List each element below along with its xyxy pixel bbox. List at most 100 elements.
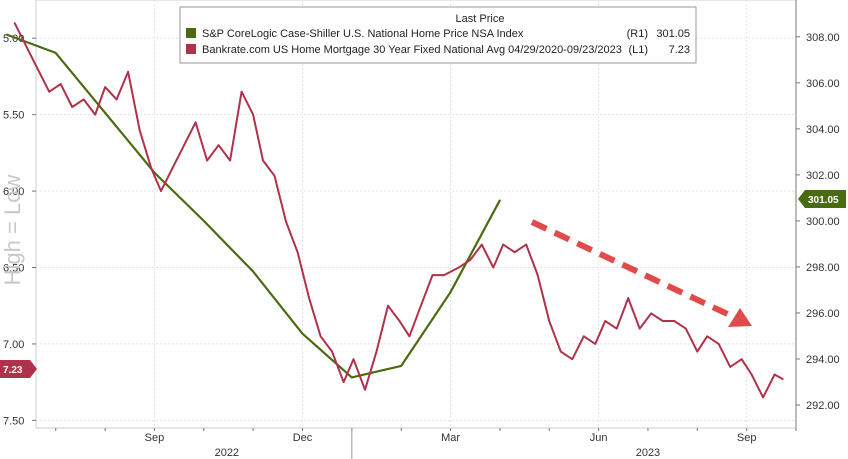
last-value-badge-right-shape	[798, 190, 846, 208]
right-tick-label: 292.00	[806, 400, 840, 412]
left-tick-label: 7.00	[3, 339, 24, 351]
right-tick-label: 300.00	[806, 216, 840, 228]
series-point-mortgage-rate	[71, 106, 73, 108]
series-point-mortgage-rate	[342, 381, 345, 383]
series-point-mortgage-rate	[548, 320, 550, 322]
series-point-mortgage-rate	[431, 274, 434, 276]
trend-arrow-shaft	[530, 219, 738, 321]
series-layer	[5, 22, 784, 399]
left-tick-label: 6.00	[3, 186, 24, 198]
series-point-mortgage-rate	[206, 159, 208, 162]
legend-label-case-shiller: S&P CoreLogic Case-Shiller U.S. National…	[202, 28, 524, 40]
series-point-mortgage-rate	[502, 243, 505, 246]
series-point-mortgage-rate	[662, 320, 664, 322]
series-point-case-shiller	[351, 376, 353, 379]
series-point-mortgage-rate	[13, 22, 16, 24]
series-point-mortgage-rate	[94, 113, 96, 116]
series-point-mortgage-rate	[48, 90, 50, 93]
last-value-badge-left-shape	[0, 360, 37, 378]
x-tick-label: Dec	[293, 432, 313, 444]
series-point-mortgage-rate	[82, 98, 85, 101]
series-line-mortgage-rate	[13, 22, 784, 399]
series-point-mortgage-rate	[492, 266, 495, 269]
x-axis: Sep Dec Mar Jun Sep 2022 2023	[55, 428, 797, 459]
right-tick-label: 308.00	[806, 32, 840, 44]
legend-title: Last Price	[456, 13, 505, 25]
series-point-mortgage-rate	[115, 98, 118, 101]
legend-swatch-case-shiller	[186, 28, 196, 38]
series-point-mortgage-rate	[171, 167, 174, 169]
series-point-mortgage-rate	[160, 190, 162, 192]
left-axis: 5.005.506.006.507.007.50	[3, 33, 36, 427]
series-point-mortgage-rate	[387, 304, 389, 307]
last-value-badge-left-text: 7.23	[3, 365, 23, 376]
series-point-mortgage-rate	[408, 335, 411, 338]
right-tick-label: 306.00	[806, 78, 840, 90]
series-point-mortgage-rate	[443, 274, 445, 276]
series-point-mortgage-rate	[750, 373, 753, 376]
series-point-mortgage-rate	[217, 144, 220, 146]
right-tick-label: 302.00	[806, 170, 840, 182]
series-point-mortgage-rate	[525, 243, 527, 246]
series-point-mortgage-rate	[364, 389, 366, 391]
series-line-case-shiller	[6, 33, 501, 379]
legend-axis-tag-mortgage: (L1)	[628, 44, 648, 56]
last-value-badge-right: 301.05	[798, 190, 846, 208]
series-point-mortgage-rate	[627, 297, 629, 299]
side-note: High = Low	[0, 175, 25, 286]
series-point-mortgage-rate	[536, 274, 539, 276]
series-point-mortgage-rate	[183, 144, 185, 146]
legend-swatch-mortgage	[186, 44, 196, 54]
right-tick-label: 294.00	[806, 354, 840, 366]
series-point-case-shiller	[203, 220, 205, 222]
right-tick-label: 296.00	[806, 308, 840, 320]
left-tick-label: 6.50	[3, 263, 24, 275]
series-point-mortgage-rate	[194, 121, 197, 124]
series-point-mortgage-rate	[729, 366, 731, 368]
last-value-badge-right-text: 301.05	[808, 195, 839, 206]
series-point-mortgage-rate	[319, 335, 322, 338]
series-point-case-shiller	[54, 52, 57, 54]
series-point-mortgage-rate	[273, 175, 276, 177]
series-point-case-shiller	[449, 291, 452, 294]
series-point-mortgage-rate	[782, 378, 784, 380]
series-point-mortgage-rate	[25, 45, 27, 47]
x-year-label: 2023	[636, 447, 660, 459]
series-point-mortgage-rate	[571, 358, 574, 361]
series-point-mortgage-rate	[138, 129, 141, 131]
series-point-mortgage-rate	[615, 327, 618, 330]
x-tick-label: Sep	[737, 432, 757, 444]
legend-axis-tag-case-shiller: (R1)	[627, 28, 648, 40]
series-point-mortgage-rate	[127, 71, 129, 73]
series-point-case-shiller	[104, 112, 106, 114]
series-point-case-shiller	[5, 33, 8, 36]
series-point-mortgage-rate	[706, 335, 708, 338]
series-point-case-shiller	[499, 199, 501, 201]
left-tick-label: 7.50	[3, 415, 24, 427]
series-point-mortgage-rate	[262, 159, 264, 162]
series-point-mortgage-rate	[296, 251, 299, 253]
series-point-mortgage-rate	[59, 83, 62, 85]
series-point-mortgage-rate	[638, 327, 641, 330]
series-point-mortgage-rate	[560, 350, 562, 353]
series-point-mortgage-rate	[375, 350, 378, 353]
series-point-case-shiller	[400, 365, 403, 367]
series-point-mortgage-rate	[685, 327, 687, 330]
series-point-mortgage-rate	[583, 335, 585, 338]
series-point-mortgage-rate	[36, 68, 39, 70]
series-point-case-shiller	[301, 332, 304, 335]
series-point-mortgage-rate	[594, 343, 597, 345]
series-point-mortgage-rate	[252, 113, 254, 116]
x-year-label: 2022	[215, 447, 239, 459]
series-point-mortgage-rate	[308, 297, 310, 299]
series-point-mortgage-rate	[740, 358, 743, 361]
right-tick-label: 304.00	[806, 124, 840, 136]
right-tick-label: 298.00	[806, 262, 840, 274]
series-point-mortgage-rate	[650, 312, 652, 315]
series-point-mortgage-rate	[331, 350, 333, 353]
series-point-mortgage-rate	[773, 373, 776, 376]
legend-last-case-shiller: 301.05	[656, 28, 690, 40]
series-point-case-shiller	[252, 270, 254, 273]
legend-last-mortgage: 7.23	[669, 44, 690, 56]
